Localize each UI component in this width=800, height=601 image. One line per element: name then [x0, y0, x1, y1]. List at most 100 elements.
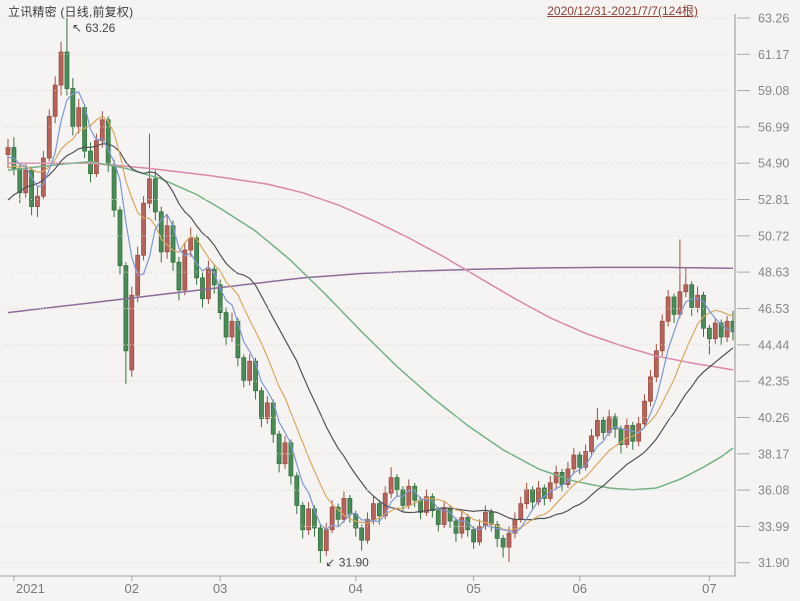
y-axis-label: 50.72: [758, 229, 789, 243]
candle-body: [659, 320, 665, 352]
candle-body: [400, 489, 406, 506]
candle-body: [5, 147, 11, 155]
candle-body: [264, 402, 270, 419]
candle-body: [488, 511, 494, 525]
candle-body: [70, 88, 76, 128]
candle-body: [718, 322, 724, 338]
candle-body: [559, 471, 565, 485]
candle-body: [99, 119, 105, 142]
ma20-line: [7, 143, 734, 521]
candle-body: [376, 503, 382, 517]
candle-body: [577, 454, 583, 468]
candle-body: [147, 178, 152, 204]
candle-body: [200, 277, 205, 300]
candle-body: [306, 508, 311, 531]
candle-body: [52, 84, 58, 117]
candle-body: [665, 296, 671, 322]
candle-body: [518, 503, 524, 520]
candle-body: [683, 284, 689, 293]
candle-body: [129, 294, 135, 371]
candle-body: [117, 209, 123, 267]
candle-body: [418, 499, 423, 513]
candle-body: [642, 400, 647, 425]
candle-body: [424, 496, 429, 513]
candle-body: [164, 225, 170, 253]
candle-body: [276, 433, 282, 465]
candle-body: [335, 506, 341, 520]
ma5-line: [7, 91, 734, 534]
candle-body: [247, 360, 253, 381]
x-axis-label: 03: [213, 581, 227, 596]
candle-body: [600, 419, 606, 433]
candle-body: [176, 261, 182, 291]
candle-body: [94, 140, 99, 175]
candle-body: [624, 425, 630, 446]
candle-body: [553, 471, 559, 484]
candle-body: [394, 477, 400, 491]
x-axis-label: 04: [349, 581, 363, 596]
plot-area: [5, 18, 734, 563]
candle-body: [46, 115, 52, 159]
x-axis-label: 02: [125, 581, 139, 596]
candle-body: [205, 268, 211, 300]
candle-body: [35, 195, 40, 208]
candle-body: [58, 51, 64, 86]
candle-body: [211, 268, 217, 286]
y-axis-label: 54.90: [758, 157, 789, 171]
candle-body: [630, 425, 636, 442]
y-axis-label: 61.17: [758, 48, 789, 62]
candle-body: [141, 202, 146, 256]
candle-body: [506, 532, 512, 548]
candle-body: [347, 498, 353, 515]
y-axis-label: 40.26: [758, 411, 789, 425]
ma120-line: [8, 162, 734, 371]
candle-body: [595, 419, 600, 437]
annotation-low: ↙ 31.90: [325, 556, 369, 570]
candle-body: [241, 357, 247, 381]
candle-body: [406, 485, 412, 506]
candle-body: [40, 157, 46, 197]
candle-body: [494, 524, 500, 539]
x-axis-label: 07: [702, 581, 716, 596]
candle-body: [329, 506, 335, 531]
y-axis-label: 56.99: [758, 120, 789, 134]
ma10-line: [7, 115, 734, 531]
candle-body: [371, 503, 376, 520]
y-axis-label: 36.08: [758, 484, 789, 498]
candle-body: [158, 211, 164, 253]
y-axis-label: 38.17: [758, 447, 789, 461]
candle-body: [341, 498, 347, 520]
candle-body: [477, 525, 482, 543]
y-axis-label: 48.63: [758, 266, 789, 280]
period-range-link[interactable]: 2020/12/31-2021/7/7(124根): [547, 4, 698, 18]
candle-body: [229, 320, 235, 338]
candle-body: [17, 168, 23, 194]
ma250-line: [7, 266, 734, 314]
candle-body: [294, 475, 300, 506]
ma60-line: [7, 160, 734, 491]
candle-body: [541, 487, 547, 499]
candle-body: [359, 527, 365, 541]
candle-body: [583, 451, 589, 468]
candle-body: [524, 489, 530, 505]
candle-body: [223, 312, 229, 338]
candle-body: [695, 294, 700, 308]
candle-body: [565, 468, 571, 485]
candle-body: [701, 294, 706, 329]
y-axis-label: 31.90: [758, 556, 789, 570]
candle-body: [500, 538, 506, 548]
chart-title: 立讯精密 (日线,前复权): [8, 5, 134, 19]
candle-body: [317, 527, 323, 551]
candle-body: [76, 107, 82, 128]
candle-body: [259, 390, 264, 419]
candle-body: [388, 477, 394, 494]
candles: [5, 18, 734, 563]
candle-body: [730, 320, 734, 333]
y-axis-label: 44.44: [758, 338, 789, 352]
candle-body: [706, 327, 712, 340]
y-axis-label: 46.53: [758, 302, 789, 316]
candle-body: [282, 442, 288, 465]
candle-body: [323, 529, 329, 551]
